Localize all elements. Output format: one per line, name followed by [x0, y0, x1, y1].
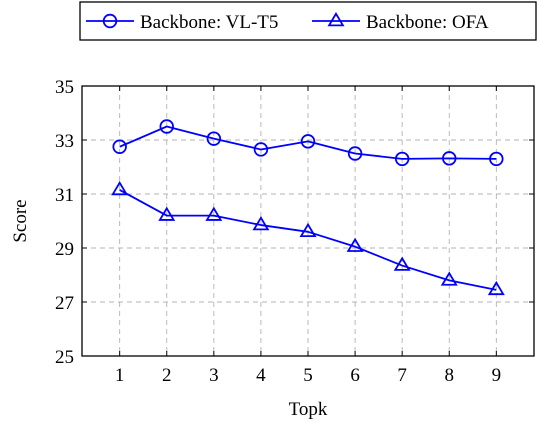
grid-lines [82, 86, 534, 356]
y-tick-label-4: 33 [55, 131, 74, 152]
data-point-vl-t5-3 [206, 131, 222, 146]
x-tick-label-7: 8 [445, 365, 455, 386]
legend-entry-ofa: Backbone: OFA [312, 11, 489, 33]
data-point-vl-t5-9 [489, 151, 504, 167]
data-point-vl-t5-2 [159, 119, 174, 134]
data-point-ofa-7 [393, 256, 411, 271]
y-tick-label-1: 27 [55, 293, 74, 314]
series-ofa [111, 180, 505, 296]
data-point-ofa-9 [487, 280, 505, 296]
x-tick-label-1: 2 [162, 365, 172, 386]
x-tick-label-3: 4 [256, 365, 266, 386]
y-axis-label: Score [10, 199, 31, 242]
y-tick-label-2: 29 [55, 239, 74, 260]
legend-label-ofa: Backbone: OFA [366, 12, 489, 33]
data-point-ofa-6 [346, 237, 364, 252]
series-vl-t5 [112, 119, 504, 167]
y-tick-label-0: 25 [55, 347, 74, 368]
y-tick-label-3: 31 [55, 185, 74, 206]
y-tick-label-5: 35 [55, 77, 74, 98]
series-line-vl-t5 [119, 125, 497, 160]
legend-marker-vl-t5 [102, 13, 118, 29]
data-point-vl-t5-1 [112, 139, 127, 154]
data-point-ofa-4 [252, 216, 270, 231]
x-tick-label-6: 7 [397, 365, 407, 386]
x-axis-label: Topk [289, 399, 328, 420]
legend-marker-ofa [327, 11, 345, 27]
data-point-vl-t5-7 [394, 151, 410, 167]
x-tick-label-4: 5 [303, 365, 313, 386]
data-point-vl-t5-4 [253, 142, 269, 157]
x-tick-label-8: 9 [492, 365, 502, 386]
axis-ticks: 1 2 3 4 5 6 7 8 9 25 27 29 31 33 35 [55, 77, 534, 386]
data-point-ofa-2 [158, 206, 176, 221]
x-tick-label-0: 1 [115, 365, 125, 386]
x-tick-label-5: 6 [350, 365, 360, 386]
data-point-vl-t5-6 [347, 146, 363, 161]
data-point-vl-t5-5 [300, 134, 316, 149]
legend-label-vl-t5: Backbone: VL-T5 [140, 12, 278, 33]
data-point-ofa-3 [205, 206, 223, 221]
series-layer [111, 119, 505, 296]
legend-entry-vl-t5: Backbone: VL-T5 [86, 12, 278, 33]
data-point-ofa-5 [299, 222, 317, 238]
legend-box [79, 1, 537, 41]
series-line-ofa [119, 189, 497, 291]
legend: Backbone: VL-T5 Backbone: OFA [79, 1, 537, 41]
x-tick-label-2: 3 [209, 365, 219, 386]
data-point-vl-t5-8 [442, 151, 457, 166]
data-point-ofa-1 [111, 180, 129, 196]
data-point-ofa-8 [440, 271, 458, 286]
